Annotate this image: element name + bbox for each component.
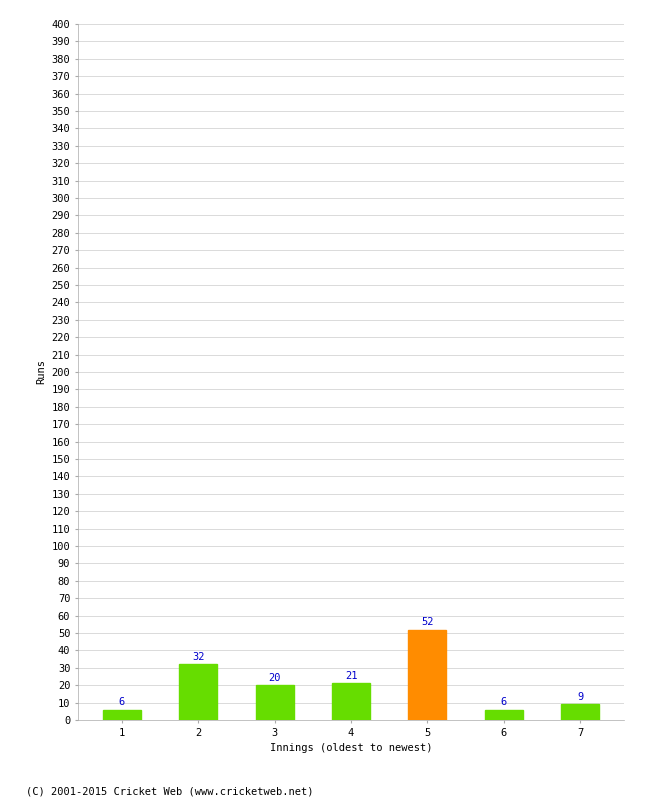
Bar (485, 710, 523, 720)
Text: 6: 6 (119, 697, 125, 707)
Text: 21: 21 (344, 671, 358, 681)
Text: 52: 52 (421, 617, 434, 627)
Text: 9: 9 (577, 692, 583, 702)
Bar (561, 704, 599, 720)
Bar (408, 630, 447, 720)
Bar (103, 710, 141, 720)
Text: (C) 2001-2015 Cricket Web (www.cricketweb.net): (C) 2001-2015 Cricket Web (www.cricketwe… (26, 786, 313, 796)
Bar (255, 685, 294, 720)
Text: 20: 20 (268, 673, 281, 682)
X-axis label: Innings (oldest to newest): Innings (oldest to newest) (270, 743, 432, 753)
Text: 32: 32 (192, 652, 205, 662)
Bar (332, 683, 370, 720)
Y-axis label: Runs: Runs (36, 359, 46, 385)
Bar (179, 664, 217, 720)
Text: 6: 6 (500, 697, 507, 707)
